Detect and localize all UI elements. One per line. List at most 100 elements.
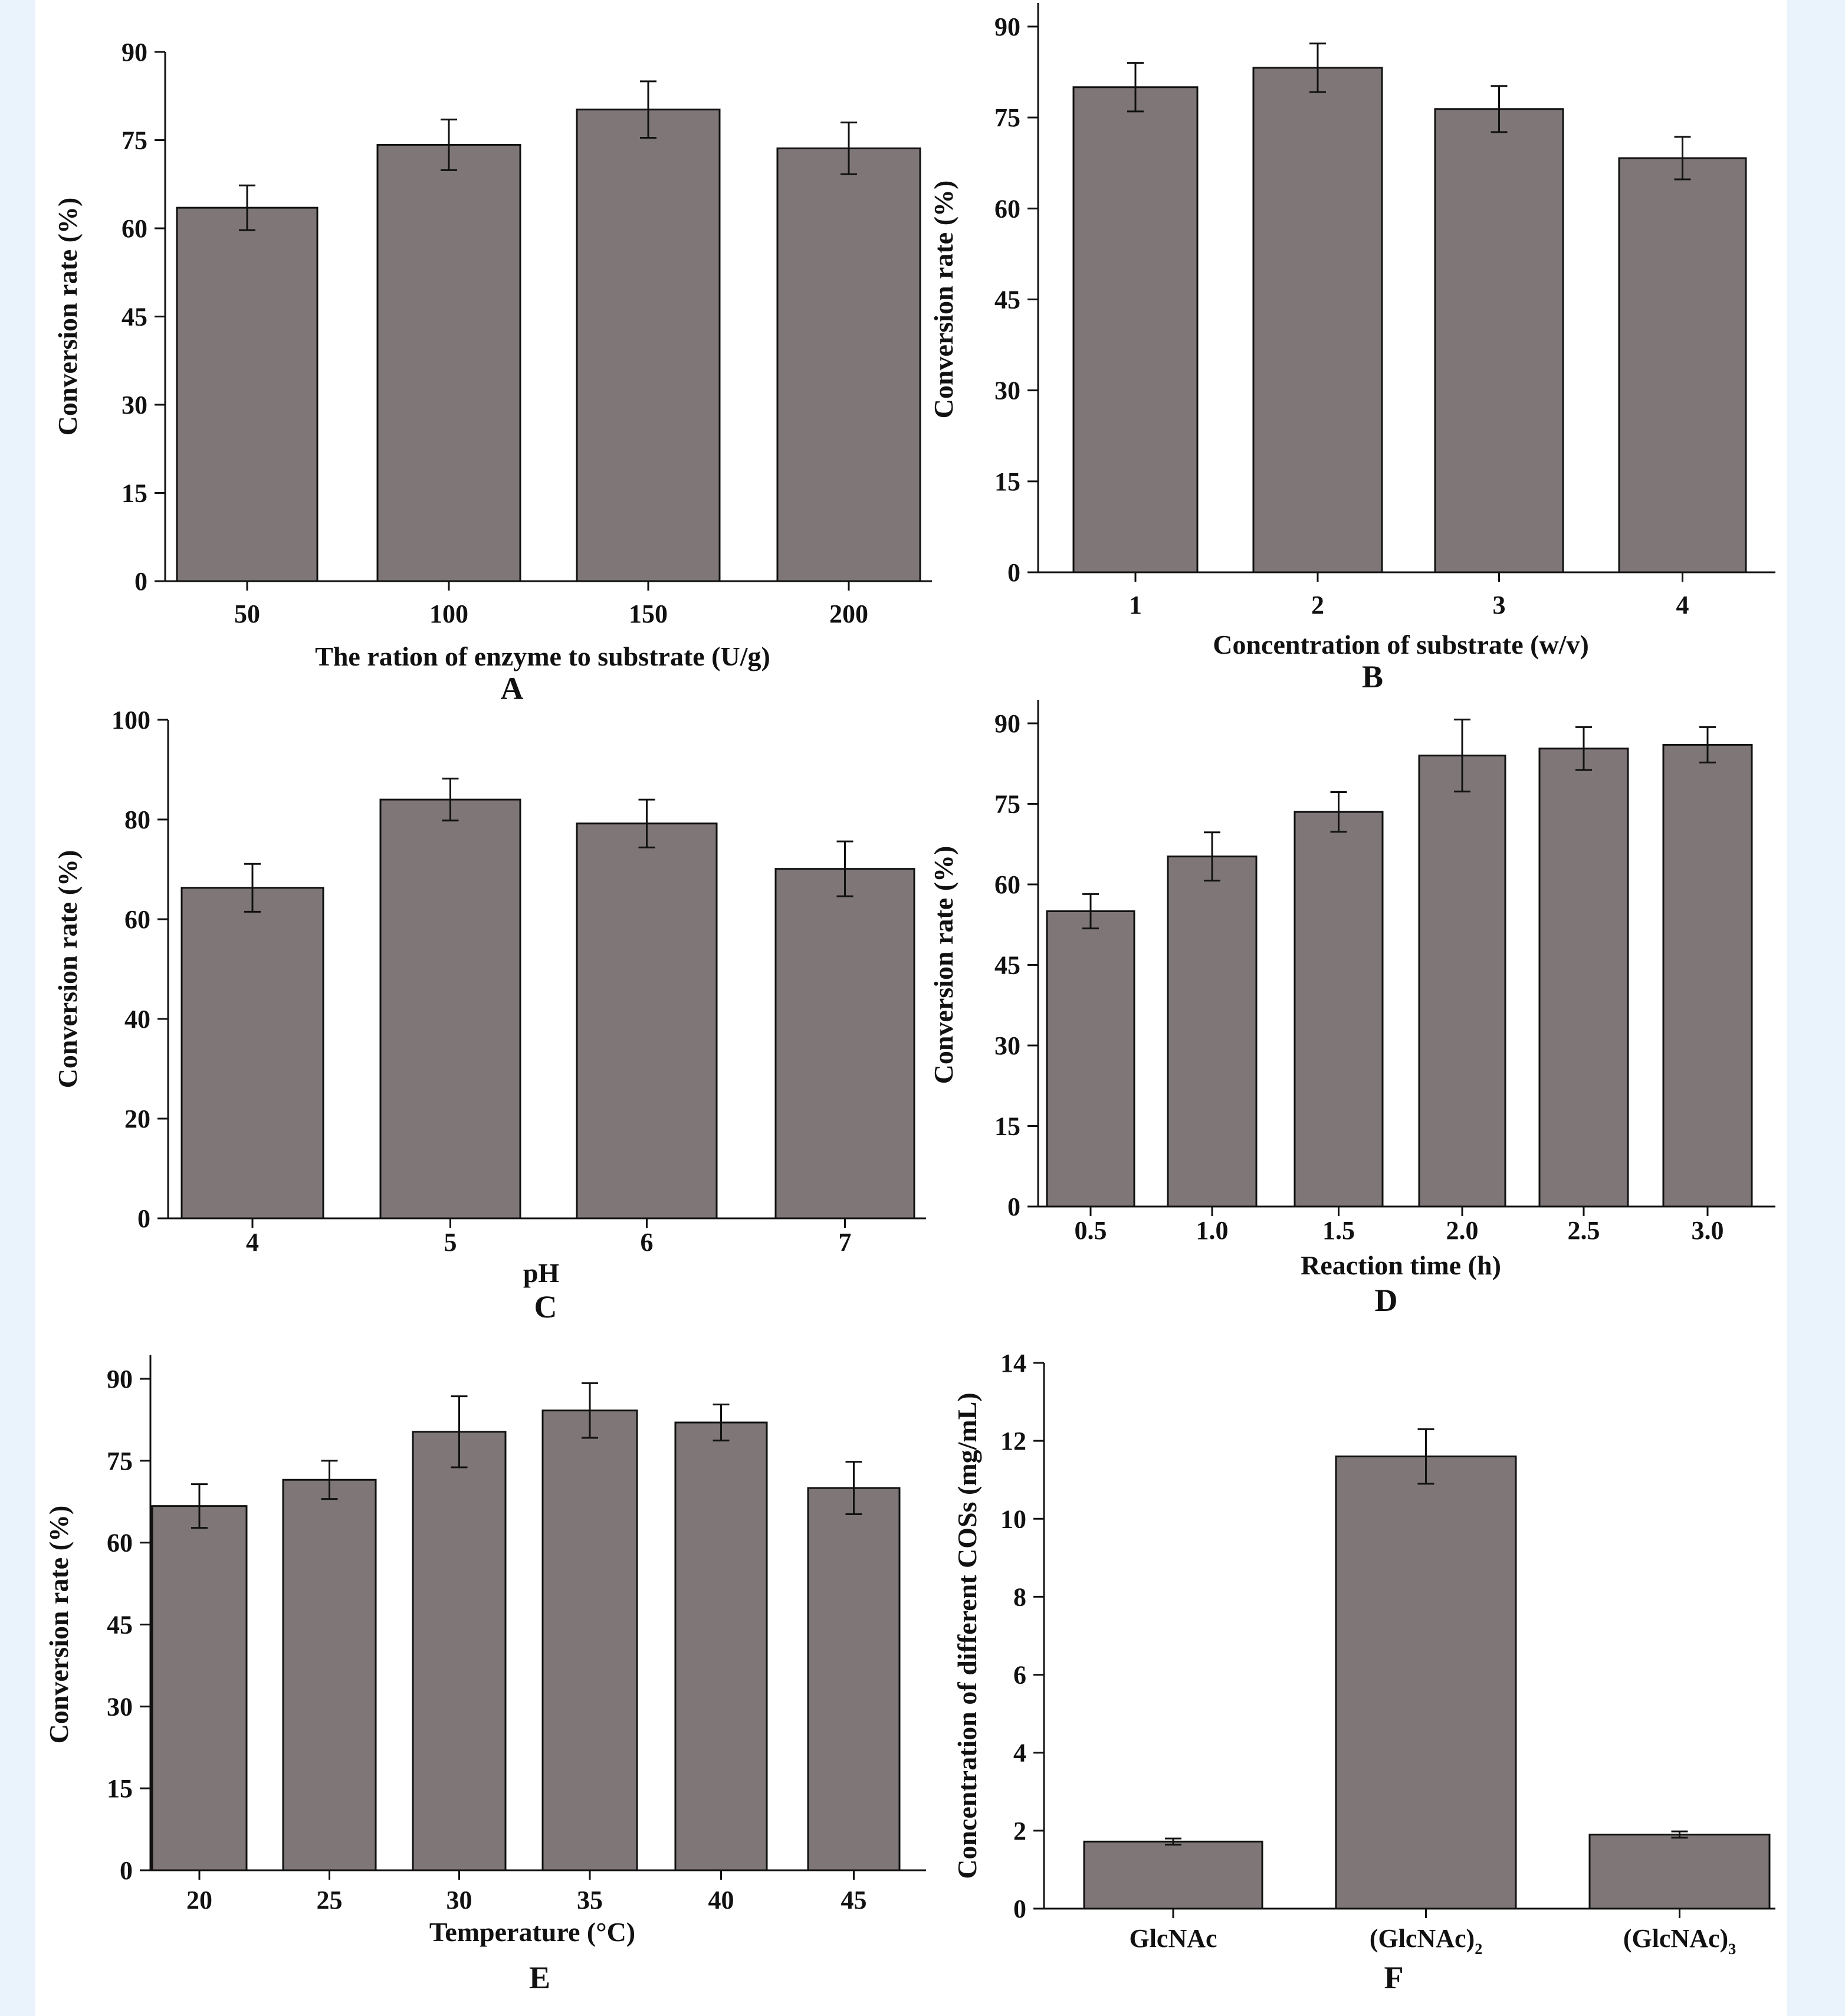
panel-letter: D: [1375, 1283, 1398, 1318]
y-tick-label: 14: [1000, 1349, 1026, 1378]
panel-letter: C: [534, 1289, 557, 1325]
y-tick-label: 45: [994, 951, 1020, 980]
x-tick-label: 4: [246, 1228, 259, 1257]
bar: [1434, 108, 1564, 573]
y-tick-label: 60: [994, 870, 1020, 899]
x-tick-label: 0.5: [1075, 1216, 1107, 1245]
y-tick-label: 60: [124, 905, 150, 934]
chart-panel-d: 0 15 30 45 60 75 90 0.5 1.0 1.5 2.0 2.5 3.0 Reaction …: [928, 700, 1775, 1318]
y-tick-label: 30: [107, 1692, 133, 1721]
bar: [282, 1479, 377, 1871]
x-tick-label: 3.0: [1692, 1216, 1724, 1245]
y-tick-label: 75: [107, 1447, 133, 1476]
y-tick-label: 8: [1013, 1582, 1026, 1611]
panel-letter: F: [1384, 1960, 1404, 1995]
y-tick-label: 75: [122, 126, 147, 155]
bar: [776, 147, 921, 582]
bar: [576, 822, 718, 1220]
bar: [774, 868, 915, 1220]
bar: [1046, 910, 1135, 1208]
y-axis-label: Conversion rate (%): [928, 181, 958, 419]
y-tick-label: 90: [107, 1365, 133, 1394]
y-tick-label: 90: [994, 12, 1020, 41]
panel-letter: B: [1362, 659, 1383, 694]
bar: [1083, 1840, 1263, 1910]
x-tick-label: 1.5: [1322, 1216, 1355, 1245]
bar: [1538, 748, 1629, 1208]
bar: [1418, 755, 1506, 1208]
bar: [151, 1505, 248, 1871]
x-tick-label: 50: [234, 599, 260, 628]
y-tick-label: 30: [994, 376, 1020, 405]
bar: [376, 143, 521, 582]
chart-panel-e: 0 15 30 45 60 75 90 20 25 30 35 40 45 Temperature (°C…: [44, 1355, 926, 1995]
bar: [412, 1431, 507, 1871]
y-tick-label: 90: [122, 38, 147, 67]
x-tick-label: 20: [186, 1886, 212, 1915]
x-tick-label: 35: [577, 1886, 603, 1915]
y-tick-label: 0: [134, 567, 147, 596]
bar: [1072, 86, 1199, 573]
y-tick-label: 75: [994, 790, 1020, 819]
chart-panel-f: 0 2 4 6 8 10 12 14 GlcNAc (GlcNAc)2 (GlcNAc)3 Conce…: [952, 1349, 1775, 1995]
x-axis-label: Reaction time (h): [1301, 1250, 1501, 1280]
x-tick-label: 2.5: [1568, 1216, 1600, 1245]
x-tick-label: 3: [1493, 591, 1506, 619]
y-tick-label: 6: [1013, 1661, 1026, 1690]
bar: [1588, 1833, 1771, 1910]
y-tick-label: 0: [1013, 1894, 1026, 1923]
x-axis-label: pH: [523, 1258, 560, 1288]
x-tick-label: 5: [444, 1228, 457, 1257]
bar: [541, 1409, 638, 1871]
y-tick-label: 60: [994, 194, 1020, 223]
x-tick-label: 2: [1311, 591, 1324, 619]
bar: [180, 887, 324, 1220]
bar: [1335, 1456, 1517, 1910]
y-axis-label: Conversion rate (%): [928, 846, 958, 1084]
x-tick-label: GlcNAc: [1129, 1924, 1217, 1953]
x-tick-label: (GlcNAc)3: [1623, 1924, 1736, 1958]
x-tick-label: 150: [629, 599, 668, 628]
y-tick-label: 15: [107, 1774, 133, 1803]
y-axis-label: Concentration of different COSs (mg/mL): [952, 1392, 982, 1879]
x-axis-label: Concentration of substrate (w/v): [1213, 630, 1589, 660]
x-tick-label: 100: [429, 599, 468, 628]
x-tick-label: 25: [317, 1886, 343, 1915]
y-tick-label: 15: [994, 1112, 1020, 1141]
y-tick-label: 80: [124, 805, 150, 834]
x-axis-label: The ration of enzyme to substrate (U/g): [315, 641, 770, 671]
y-tick-label: 0: [1007, 1192, 1020, 1221]
y-tick-label: 12: [1000, 1427, 1026, 1456]
bar: [674, 1421, 768, 1871]
bar: [1167, 855, 1258, 1208]
y-tick-label: 15: [122, 479, 147, 508]
y-tick-label: 20: [124, 1104, 150, 1133]
bar: [176, 206, 319, 582]
x-tick-label: 40: [708, 1886, 734, 1915]
chart-panel-a: 0 15 30 45 60 75 90 50 100 150 200 The ration of en…: [52, 38, 932, 706]
y-tick-label: 45: [107, 1611, 133, 1640]
bar: [1618, 157, 1747, 573]
x-axis-label: Temperature (°C): [429, 1917, 635, 1947]
y-tick-label: 90: [994, 709, 1020, 738]
bar: [1294, 811, 1384, 1208]
x-tick-label: 1: [1129, 591, 1142, 619]
x-tick-label: 6: [641, 1228, 654, 1257]
chart-panel-c: 0 20 40 60 80 100 4 5 6 7 pH Conversion rate (%) C: [52, 706, 926, 1325]
x-tick-label: 45: [841, 1886, 867, 1915]
y-axis-label: Conversion rate (%): [44, 1506, 74, 1744]
y-tick-label: 45: [994, 286, 1020, 314]
y-tick-label: 10: [1000, 1504, 1026, 1533]
y-tick-label: 0: [1007, 558, 1020, 587]
chart-panel-b: 0 15 30 45 60 75 90 1 2 3 4 Concentration of substr…: [928, 3, 1775, 694]
y-tick-label: 75: [994, 103, 1020, 132]
x-tick-label: 2.0: [1446, 1216, 1479, 1245]
y-tick-label: 45: [122, 303, 147, 332]
bar: [379, 798, 521, 1220]
x-tick-label: 1.0: [1196, 1216, 1229, 1245]
y-tick-label: 0: [137, 1204, 150, 1233]
y-axis-label: Conversion rate (%): [52, 850, 83, 1089]
x-tick-label: 200: [829, 599, 868, 628]
bar: [1252, 67, 1383, 573]
